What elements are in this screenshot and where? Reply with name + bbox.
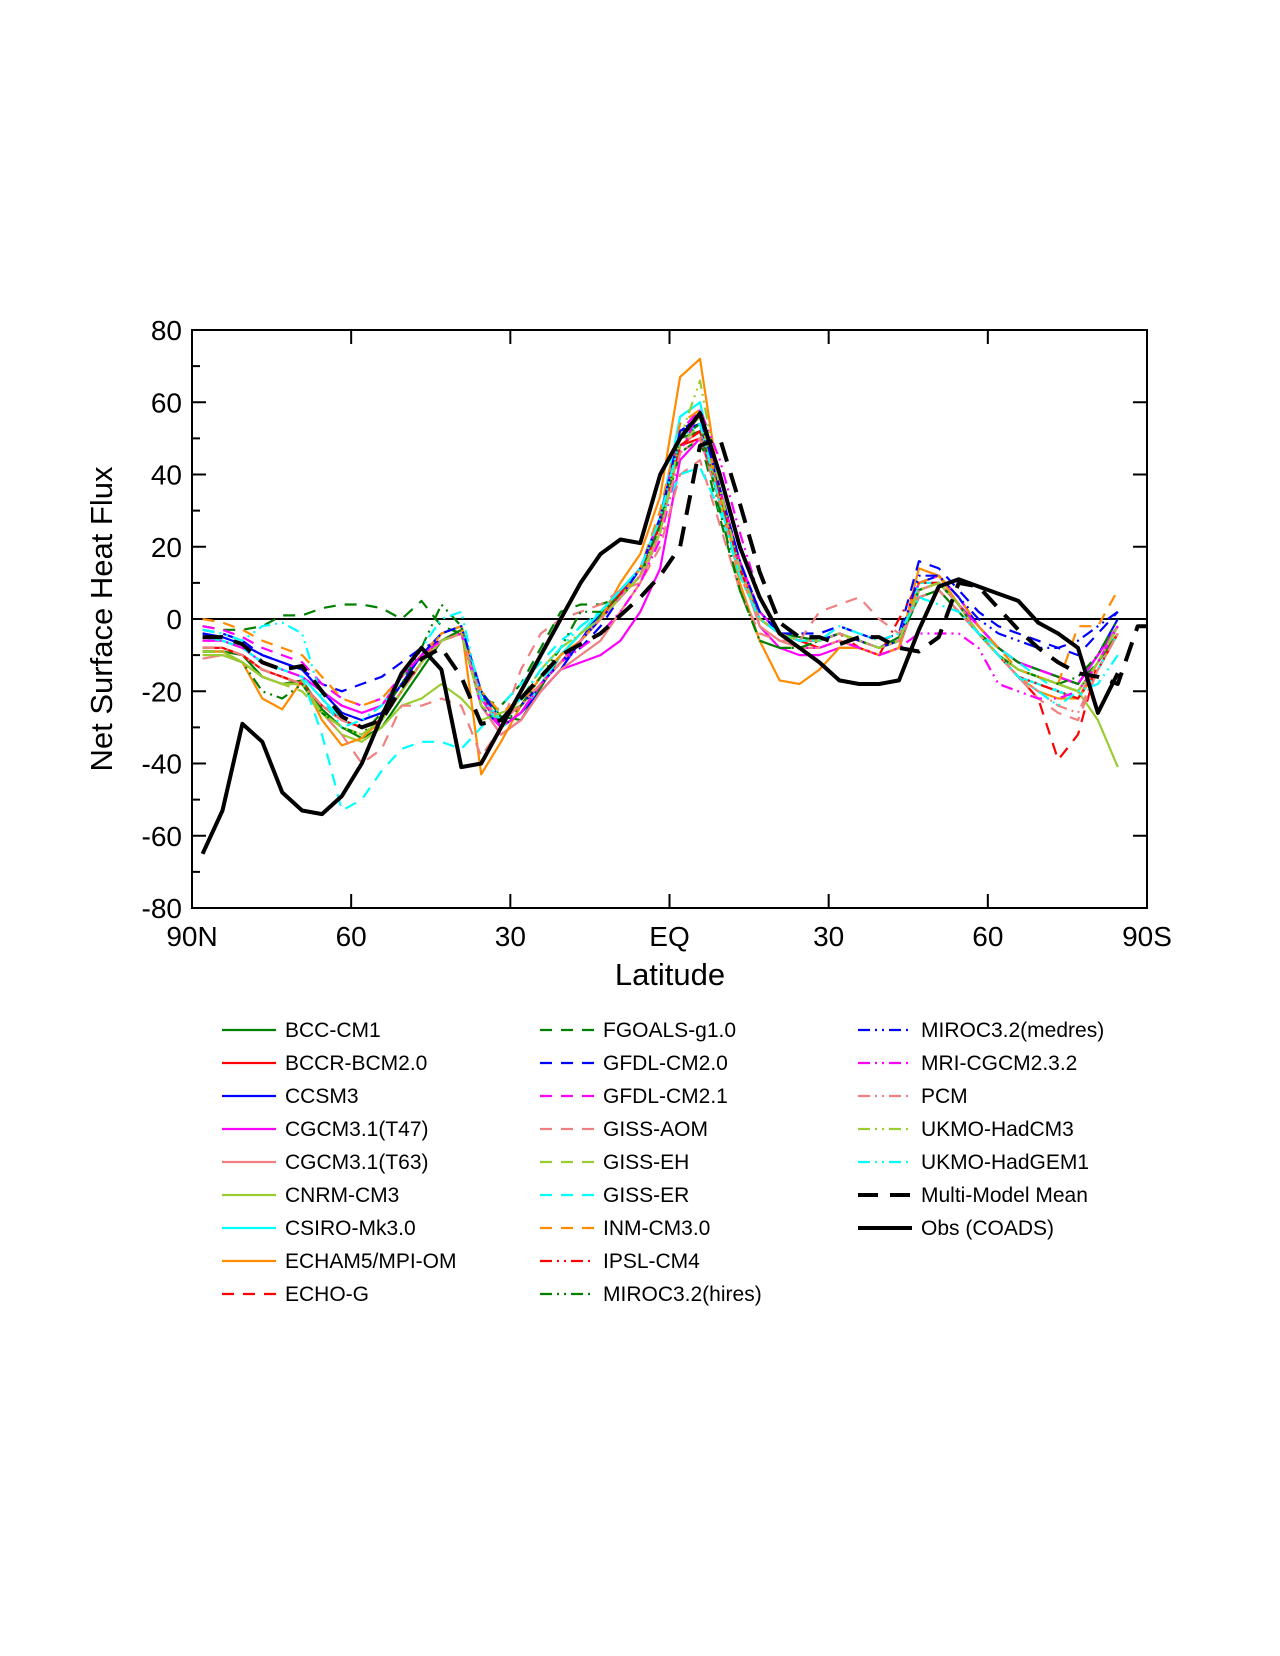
y-tick-label: 40 <box>151 460 182 491</box>
y-tick-label: -60 <box>142 821 182 852</box>
x-tick-label: 30 <box>813 921 844 952</box>
legend-label: GFDL-CM2.0 <box>603 1052 728 1075</box>
y-tick-label: -20 <box>142 676 182 707</box>
legend-label: IPSL-CM4 <box>603 1250 700 1273</box>
legend-label: CCSM3 <box>285 1085 359 1108</box>
legend-label: UKMO-HadGEM1 <box>921 1151 1089 1174</box>
legend-label: GISS-ER <box>603 1184 689 1207</box>
series-line-12 <box>202 459 1119 765</box>
series-line-17 <box>202 422 1119 736</box>
legend-label: FGOALS-g1.0 <box>603 1019 736 1042</box>
y-tick-label: 0 <box>166 604 182 635</box>
legend-label: GISS-EH <box>603 1151 689 1174</box>
series-line-21 <box>202 379 1119 736</box>
y-tick-label: 60 <box>151 387 182 418</box>
series-line-20 <box>202 437 1119 729</box>
series-line-10 <box>202 415 1119 729</box>
series-line-15 <box>202 408 1119 715</box>
series-line-18 <box>202 415 1119 722</box>
legend: BCC-CM1 BCCR-BCM2.0 CCSM3 CGCM3.1(T47) CGCM3… <box>222 1019 1104 1306</box>
series-line-3 <box>202 437 1119 736</box>
legend-label: MIROC3.2(hires) <box>603 1283 762 1306</box>
legend-label: ECHO-G <box>285 1283 369 1306</box>
legend-label: GISS-AOM <box>603 1118 708 1141</box>
legend-label: GFDL-CM2.1 <box>603 1085 728 1108</box>
x-tick-label: 90N <box>166 921 217 952</box>
legend-label: CGCM3.1(T47) <box>285 1118 429 1141</box>
x-tick-label: 90S <box>1122 921 1172 952</box>
legend-label: Multi-Model Mean <box>921 1184 1088 1207</box>
legend-label: MIROC3.2(medres) <box>921 1019 1104 1042</box>
legend-label: CGCM3.1(T63) <box>285 1151 429 1174</box>
legend-label: PCM <box>921 1085 968 1108</box>
legend-label: BCCR-BCM2.0 <box>285 1052 427 1075</box>
legend-label: MRI-CGCM2.3.2 <box>921 1052 1077 1075</box>
series-line-24 <box>200 411 1120 855</box>
legend-label: INM-CM3.0 <box>603 1217 710 1240</box>
x-tick-label: 60 <box>972 921 1003 952</box>
y-tick-label: 80 <box>151 315 182 346</box>
legend-label: CNRM-CM3 <box>285 1184 399 1207</box>
x-tick-label: 60 <box>336 921 367 952</box>
series-line-19 <box>202 408 1119 729</box>
x-axis-ticks: 90N 60 30 EQ 30 60 90S <box>166 330 1172 952</box>
series-line-22 <box>202 422 1119 729</box>
x-axis-title: Latitude <box>615 957 725 992</box>
x-tick-label: 30 <box>495 921 526 952</box>
y-tick-label: -80 <box>142 893 182 924</box>
legend-label: CSIRO-Mk3.0 <box>285 1217 416 1240</box>
legend-label: BCC-CM1 <box>285 1019 381 1042</box>
series-line-1 <box>202 437 1119 729</box>
x-tick-label: EQ <box>649 921 689 952</box>
legend-label: Obs (COADS) <box>921 1217 1054 1240</box>
series-lines <box>200 357 1147 855</box>
legend-label: ECHAM5/MPI-OM <box>285 1250 457 1273</box>
y-tick-label: -40 <box>142 749 182 780</box>
series-line-2 <box>202 422 1119 729</box>
y-tick-label: 20 <box>151 532 182 563</box>
y-axis-title: Net Surface Heat Flux <box>84 466 119 771</box>
y-axis-ticks: -80 -60 -40 -20 0 20 40 60 80 <box>142 315 1147 924</box>
legend-label: UKMO-HadCM3 <box>921 1118 1074 1141</box>
series-line-23 <box>202 436 1147 730</box>
